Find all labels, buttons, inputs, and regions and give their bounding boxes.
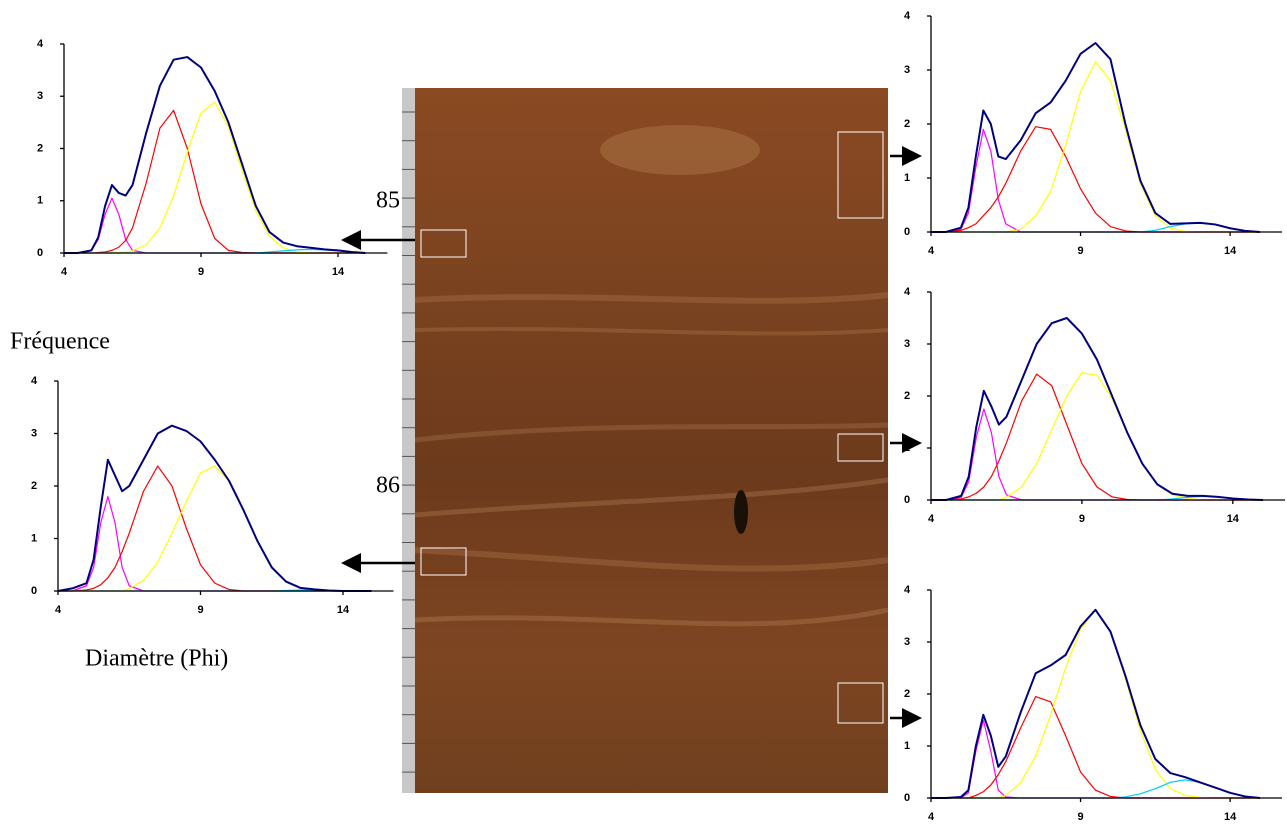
y-tick-label: 3	[904, 636, 910, 648]
y-tick-label: 0	[904, 226, 910, 238]
x-tick-label: 9	[1077, 245, 1083, 257]
core-photo	[415, 88, 888, 793]
x-tick-label: 4	[928, 811, 935, 823]
y-tick-label: 3	[904, 338, 910, 350]
y-tick-label: 4	[31, 375, 38, 387]
series-line	[931, 610, 1260, 799]
x-tick-label: 14	[1224, 811, 1237, 823]
y-tick-label: 4	[904, 10, 911, 22]
series-line	[931, 42, 1261, 233]
series-line	[64, 109, 366, 254]
series-line	[931, 373, 1263, 501]
y-tick-label: 0	[31, 585, 37, 597]
y-tick-label: 1	[904, 172, 910, 184]
y-tick-label: 0	[37, 247, 43, 259]
series-line	[931, 128, 1260, 233]
y-tick-label: 3	[31, 427, 37, 439]
x-tick-label: 9	[198, 266, 204, 278]
y-tick-label: 1	[904, 442, 910, 454]
y-tick-label: 2	[904, 118, 910, 130]
series-line	[64, 101, 366, 254]
x-tick-label: 9	[197, 604, 203, 616]
series-line	[64, 197, 366, 254]
depth-label: 85	[376, 188, 400, 214]
series-line	[58, 495, 372, 592]
y-tick-label: 2	[37, 142, 43, 154]
scale-ticks	[402, 111, 415, 773]
x-axis-label: Diamètre (Phi)	[85, 646, 228, 672]
x-tick-label: 9	[1077, 811, 1083, 823]
x-tick-label: 4	[928, 245, 935, 257]
x-tick-label: 4	[61, 266, 68, 278]
y-tick-label: 1	[37, 195, 43, 207]
x-tick-label: 14	[332, 266, 345, 278]
y-tick-label: 1	[904, 740, 910, 752]
arrows	[341, 146, 922, 728]
series-line	[931, 608, 1261, 799]
x-tick-label: 14	[337, 604, 350, 616]
y-tick-label: 2	[31, 480, 37, 492]
core-laminae	[414, 125, 889, 627]
depth-label: 86	[376, 473, 400, 499]
scale-bar	[402, 88, 415, 793]
y-tick-label: 4	[904, 286, 911, 298]
y-tick-label: 2	[904, 688, 910, 700]
series-line	[931, 317, 1264, 501]
series-line	[931, 696, 1260, 799]
x-tick-label: 14	[1227, 513, 1240, 525]
x-tick-label: 4	[55, 604, 62, 616]
y-tick-label: 0	[904, 494, 910, 506]
sample-boxes	[420, 131, 884, 724]
y-tick-label: 4	[37, 38, 44, 50]
core-hole	[734, 490, 748, 534]
y-tick-label: 3	[37, 90, 43, 102]
y-tick-label: 2	[904, 390, 910, 402]
x-tick-label: 14	[1224, 245, 1237, 257]
y-tick-label: 1	[31, 532, 37, 544]
series-line	[64, 56, 366, 254]
x-tick-label: 9	[1079, 513, 1085, 525]
y-tick-label: 3	[904, 64, 910, 76]
series-line	[931, 779, 1261, 799]
y-axis-label: Fréquence	[10, 329, 110, 355]
y-tick-label: 0	[904, 792, 910, 804]
y-tick-label: 4	[904, 584, 911, 596]
series-line	[57, 424, 372, 592]
series-line	[931, 372, 1263, 501]
x-tick-label: 4	[928, 513, 935, 525]
